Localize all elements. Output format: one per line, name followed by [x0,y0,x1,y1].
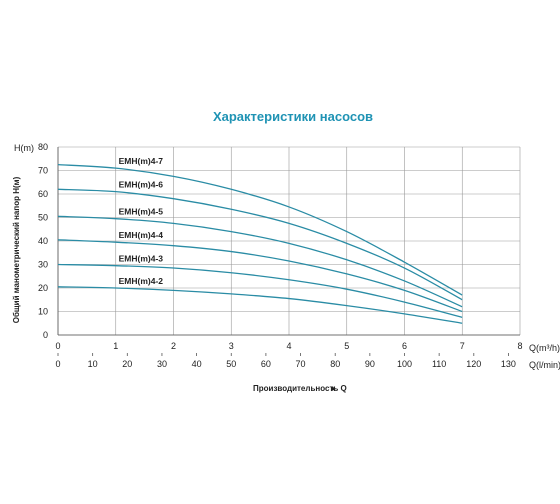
x-unit-secondary: Q(l/min) [529,360,560,370]
x-tick-label-lmin: 120 [466,359,481,369]
y-tick-label: 30 [38,260,48,270]
x-tick-label-m3h: 2 [171,341,176,351]
y-tick-label: 40 [38,236,48,246]
series-label: EMH(m)4-2 [119,276,164,286]
x-axis-ticks-lmin: 0 10 20 30 40 50 60 70 80 90 100 110 120 130 [55,353,516,369]
series-curve [57,263,463,319]
series-curve [57,286,463,324]
x-tick-label-lmin: 100 [397,359,412,369]
x-tick-label-lmin: 30 [157,359,167,369]
x-tick-label-m3h: 4 [286,341,291,351]
series-curve [57,215,463,308]
x-tick-label-lmin: 50 [226,359,236,369]
y-tick-label: 70 [38,166,48,176]
x-tick-label-m3h: 1 [113,341,118,351]
y-tick-label: 60 [38,189,48,199]
x-tick-label-lmin: 60 [261,359,271,369]
x-axis-ticks-m3h: 0 1 2 3 4 5 6 7 8 [55,341,522,351]
x-tick-label-lmin: 40 [192,359,202,369]
x-tick-label-lmin: 90 [365,359,375,369]
x-tick-label-lmin: 130 [501,359,516,369]
x-tick-label-lmin: 70 [296,359,306,369]
x-tick-label-lmin: 10 [88,359,98,369]
curves [57,163,463,324]
grid [57,146,521,336]
y-axis-ticks: 0 10 20 30 40 50 60 70 80 [38,142,48,340]
series-curve [57,188,463,301]
x-tick-label-lmin: 80 [330,359,340,369]
x-tick-label-m3h: 5 [344,341,349,351]
x-tick-label-m3h: 6 [402,341,407,351]
series-label: EMH(m)4-3 [119,254,164,264]
x-tick-label-m3h: 8 [517,341,522,351]
y-tick-label: 10 [38,307,48,317]
x-unit-primary: Q(m³/h) [529,343,560,353]
series-label: EMH(m)4-4 [119,230,164,240]
series-label: EMH(m)4-7 [119,156,164,166]
chart-title: Характеристики насосов [213,109,373,124]
x-tick-label-lmin: 0 [55,359,60,369]
x-tick-label-m3h: 0 [55,341,60,351]
x-tick-label-m3h: 7 [460,341,465,351]
y-axis-label: Общий манометрический напор H(м) [12,176,21,323]
y-tick-label: 0 [43,330,48,340]
y-tick-label: 20 [38,283,48,293]
y-tick-label: 50 [38,213,48,223]
series-label: EMH(m)4-6 [119,180,164,190]
x-tick-label-lmin: 20 [122,359,132,369]
series-curve [57,163,463,296]
x-axis-arrow: ► [330,384,338,393]
x-tick-label-m3h: 3 [229,341,234,351]
series-labels: EMH(m)4-7 EMH(m)4-6 EMH(m)4-5 EMH(m)4-4 EMH(… [119,156,164,286]
y-unit-label: H(m) [14,143,34,153]
x-tick-label-lmin: 110 [432,359,446,369]
y-tick-label: 80 [38,142,48,152]
series-curve [57,239,463,313]
series-label: EMH(m)4-5 [119,207,164,217]
x-axis-label: Производительность Q [253,384,347,393]
